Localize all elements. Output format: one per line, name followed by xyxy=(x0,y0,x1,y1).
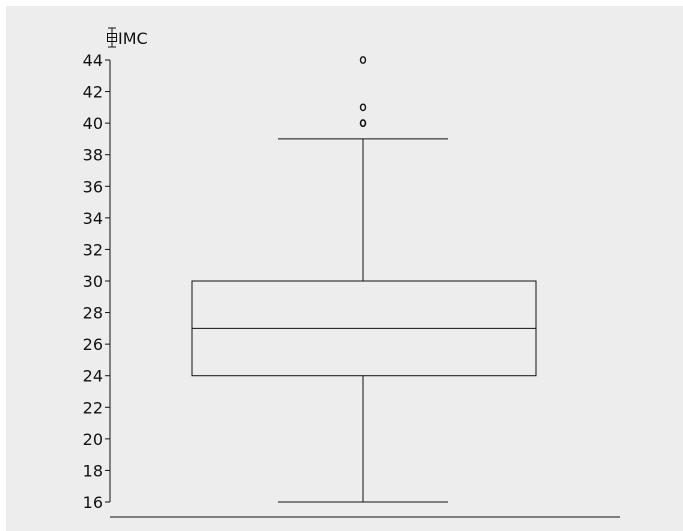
y-tick-label: 22 xyxy=(83,398,103,417)
y-tick-label: 44 xyxy=(83,51,103,70)
y-tick-label: 24 xyxy=(83,367,103,386)
y-tick-label: 16 xyxy=(83,493,103,512)
y-axis: 16 18 20 22 24 26 28 30 32 34 36 38 40 42 44 xyxy=(83,51,111,512)
outlier-point xyxy=(359,119,367,128)
y-tick-label: 42 xyxy=(83,83,103,102)
y-tick-label: 34 xyxy=(83,209,103,228)
y-tick-label: 38 xyxy=(83,146,103,165)
y-tick-label: 30 xyxy=(83,272,103,291)
outlier-point xyxy=(359,56,367,64)
page-margin xyxy=(490,0,683,6)
outlier-point xyxy=(359,103,367,112)
y-axis-title-group: IMC xyxy=(107,27,148,48)
y-tick-label: 32 xyxy=(83,240,103,259)
y-tick-label: 20 xyxy=(83,430,103,449)
y-tick-label: 28 xyxy=(83,304,103,323)
y-tick-label: 18 xyxy=(83,461,103,480)
y-tick-label: 36 xyxy=(83,177,103,196)
box-series xyxy=(191,56,537,503)
y-axis-title: IMC xyxy=(118,29,148,48)
y-tick-label: 26 xyxy=(83,335,103,354)
y-tick-label: 40 xyxy=(83,114,103,133)
chart-background xyxy=(6,6,683,531)
boxplot-legend-icon xyxy=(107,27,117,48)
